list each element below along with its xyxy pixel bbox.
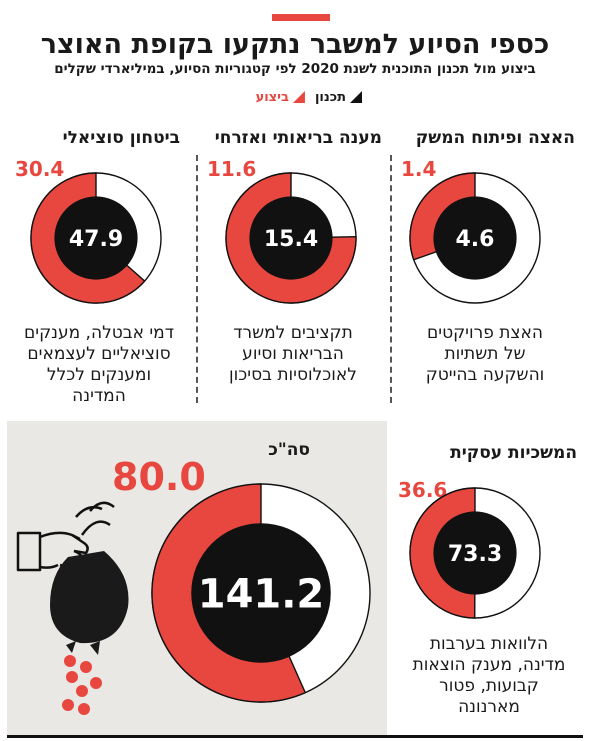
donut-growth-planned-disc [433, 196, 517, 280]
description-health-line: תקציבים למשרד [233, 323, 353, 343]
legend-item-executed: ביצוע [256, 90, 305, 105]
divider-1 [196, 155, 198, 403]
description-business: הלוואות בערבות מדינה, מענק הוצאות קבועות… [398, 634, 580, 718]
donut-growth-planned-value: 4.6 [456, 227, 495, 252]
legend-item-planned: תכנון [315, 90, 362, 105]
accent-bar [272, 14, 330, 21]
donut-social: 47.9 [30, 172, 162, 304]
panel-title-growth: האצה ופיתוח המשק [415, 128, 575, 148]
legend-label-planned: תכנון [314, 89, 346, 105]
description-health: תקציבים למשרד הבריאות וסיוע לאוכלוסיות ב… [203, 323, 383, 386]
description-growth-line: של תשתיות [444, 344, 526, 364]
legend: תכנון ביצוע [202, 86, 362, 108]
description-social-line: ומענקים לכלל [46, 365, 152, 385]
donut-health: 15.4 [225, 172, 357, 304]
description-health-line: לאוכלוסיות בסיכון [229, 365, 357, 385]
donut-health-planned-disc [249, 196, 333, 280]
description-social-line: סוציאליים לעצמאים [27, 344, 171, 364]
description-social-line: המדינה [72, 386, 126, 406]
chart-subtitle: ביצוע מול תכנון התוכנית לשנת 2020 לפי קט… [54, 61, 536, 77]
donut-total: 141.2 [151, 483, 371, 703]
donut-business-planned-disc [433, 511, 517, 595]
description-social-line: דמי אבטלה, מענקים [24, 323, 174, 343]
total-title: סה"כ [268, 440, 310, 460]
description-health-line: הבריאות וסיוע [242, 344, 344, 364]
legend-label-executed: ביצוע [255, 89, 289, 105]
legend-swatch-executed [292, 91, 305, 103]
legend-swatch-planned [350, 91, 362, 103]
description-business-line: הלוואות בערבות [429, 634, 549, 654]
panel-title-social: ביטחון סוציאלי [62, 128, 180, 148]
donut-business: 73.3 [409, 487, 541, 619]
description-growth-line: והשקעה בהייטק [425, 365, 545, 385]
donut-social-planned-disc [54, 196, 138, 280]
baseline [7, 735, 583, 738]
divider-2 [390, 155, 392, 403]
description-growth-line: האצת פרויקטים [427, 323, 543, 343]
money-bag-icon [16, 501, 129, 715]
donut-health-planned-value: 15.4 [264, 227, 318, 252]
total-executed-value: 80.0 [112, 455, 206, 499]
description-social: דמי אבטלה, מענקים סוציאליים לעצמאים ומענ… [10, 323, 188, 407]
description-business-line: מדינה, מענק הוצאות [412, 655, 566, 675]
donut-health-executed-arc [225, 172, 357, 304]
executed-value-health: 11.6 [207, 157, 257, 181]
donut-growth: 4.6 [409, 172, 541, 304]
description-business-line: קבועות, פטור [439, 676, 539, 696]
chart-title: כספי הסיוע למשבר נתקעו בקופת האוצר [40, 29, 550, 60]
description-business-line: מארנונה [458, 697, 520, 717]
panel-title-business: המשכיות עסקית [450, 443, 577, 463]
executed-value-growth: 1.4 [401, 157, 437, 181]
description-growth: האצת פרויקטים של תשתיות והשקעה בהייטק [395, 323, 575, 386]
donut-business-planned-value: 73.3 [448, 542, 502, 567]
panel-title-health: מענה בריאותי ואזרחי [214, 128, 382, 148]
donut-total-planned-disc [191, 523, 331, 663]
donut-total-planned-value: 141.2 [198, 571, 325, 617]
donut-social-planned-value: 47.9 [69, 227, 123, 252]
executed-value-social: 30.4 [15, 157, 65, 181]
